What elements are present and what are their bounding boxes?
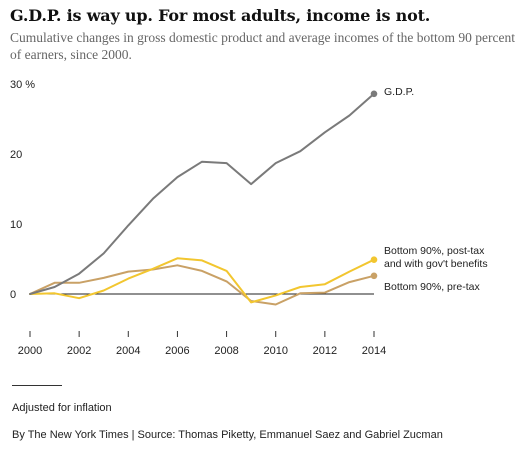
series-layer [29, 90, 378, 306]
footnote: Adjusted for inflation [12, 402, 112, 414]
series-label: G.D.P. [384, 86, 414, 98]
series-end-point [370, 272, 378, 280]
series-line [29, 264, 375, 306]
x-tick-label: 2000 [18, 345, 42, 357]
y-tick-label: 30 % [10, 79, 35, 91]
x-axis: 2000 2002 2004 2006 2008 2010 2012 2014 [18, 331, 386, 357]
y-tick-label: 0 [10, 289, 16, 301]
x-tick-label: 2008 [214, 345, 238, 357]
y-axis: 0 10 20 30 % [10, 79, 35, 301]
source-credit: By The New York Times | Source: Thomas P… [12, 429, 443, 441]
series-end-point [370, 256, 378, 264]
series-line [29, 257, 375, 304]
x-tick-label: 2002 [67, 345, 91, 357]
series-label: Bottom 90%, pre-tax [384, 281, 480, 293]
series-label: Bottom 90%, post-tax [384, 245, 485, 257]
x-tick-label: 2012 [313, 345, 337, 357]
x-tick-label: 2014 [362, 345, 386, 357]
y-tick-label: 10 [10, 219, 22, 231]
series-line [29, 92, 375, 295]
x-tick-label: 2010 [263, 345, 287, 357]
y-tick-label: 20 [10, 149, 22, 161]
chart-title: G.D.P. is way up. For most adults, incom… [10, 6, 431, 25]
footer-divider [12, 385, 62, 386]
x-tick-label: 2004 [116, 345, 140, 357]
x-tick-label: 2006 [165, 345, 189, 357]
series-end-point [370, 90, 378, 98]
series-label: and with gov't benefits [384, 258, 488, 270]
chart-subtitle: Cumulative changes in gross domestic pro… [10, 30, 515, 62]
